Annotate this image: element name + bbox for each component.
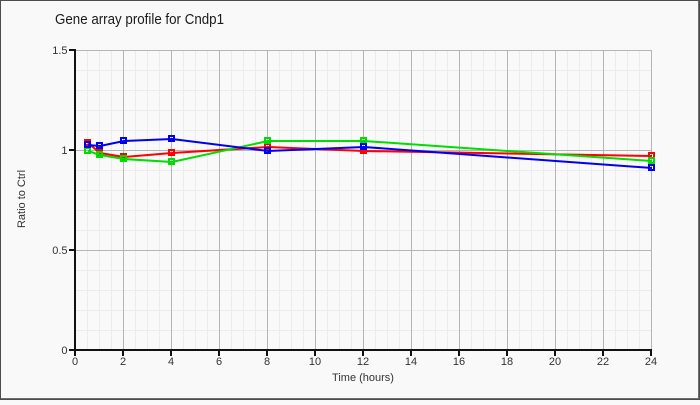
svg-text:16: 16 <box>453 356 465 368</box>
svg-text:0: 0 <box>72 356 78 368</box>
svg-text:2: 2 <box>120 356 126 368</box>
svg-text:0: 0 <box>61 345 67 357</box>
svg-text:1.5: 1.5 <box>52 45 67 57</box>
svg-text:22: 22 <box>597 356 609 368</box>
svg-text:24: 24 <box>645 356 657 368</box>
svg-text:8: 8 <box>264 356 270 368</box>
svg-text:1: 1 <box>61 145 67 157</box>
svg-text:20: 20 <box>549 356 561 368</box>
svg-text:Gene array profile for Cndp1: Gene array profile for Cndp1 <box>55 12 224 28</box>
svg-text:10: 10 <box>309 356 321 368</box>
svg-text:Time (hours): Time (hours) <box>332 372 394 384</box>
svg-text:4: 4 <box>168 356 174 368</box>
svg-text:0.5: 0.5 <box>52 245 67 257</box>
svg-text:18: 18 <box>501 356 513 368</box>
svg-text:6: 6 <box>216 356 222 368</box>
svg-text:12: 12 <box>357 356 369 368</box>
svg-text:Ratio to Ctrl: Ratio to Ctrl <box>16 170 28 228</box>
svg-text:14: 14 <box>405 356 417 368</box>
